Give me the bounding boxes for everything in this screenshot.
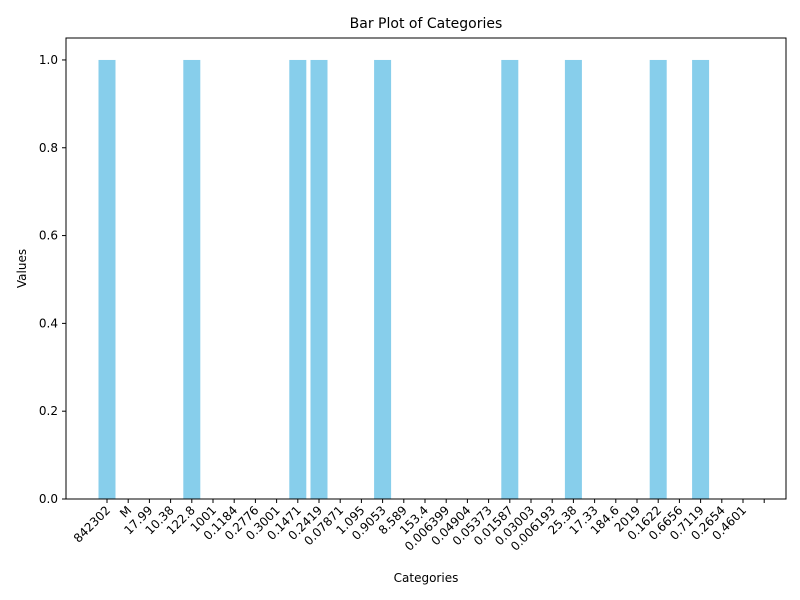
bar [649,59,667,499]
plot-frame [65,37,787,500]
y-tick-label: 0.8 [39,141,58,155]
bar [564,59,582,499]
y-tick-label: 0.4 [39,316,58,330]
bar [310,59,328,499]
y-axis-title: Values [15,249,29,288]
bar [183,59,201,499]
y-tick-label: 1.0 [39,53,58,67]
bar [98,59,116,499]
y-tick-label: 0.0 [39,492,58,506]
y-tick-label: 0.2 [39,404,58,418]
bar [289,59,307,499]
x-axis-title: Categories [394,571,459,585]
chart-title: Bar Plot of Categories [350,16,503,32]
bar [374,59,392,499]
bars-group [98,59,710,499]
bar [501,59,519,499]
y-ticks-group: 0.0 0.2 0.4 0.6 0.8 1.0 [39,53,66,506]
y-tick-label: 0.6 [39,229,58,243]
bar [692,59,710,499]
